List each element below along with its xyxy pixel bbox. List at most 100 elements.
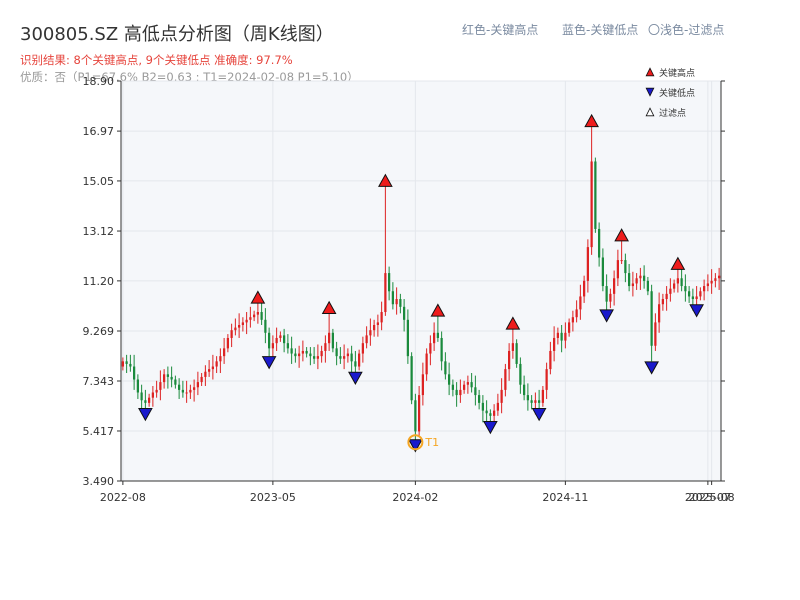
candle-body: [691, 296, 694, 300]
candle-body: [463, 384, 466, 390]
candle-body: [328, 332, 331, 344]
key-low-marker: [348, 371, 363, 385]
candle-body: [605, 286, 608, 302]
candle-body: [286, 343, 289, 349]
key-high-marker: [430, 303, 446, 317]
x-tick-label: 2025-08: [689, 491, 735, 504]
key-high-marker: [584, 113, 599, 128]
candle-body: [511, 343, 514, 351]
candle-body: [579, 296, 582, 310]
candle-body: [215, 361, 218, 367]
key-high-marker: [670, 256, 686, 270]
candle-body: [448, 374, 451, 385]
candle-body: [163, 374, 166, 383]
candle-body: [673, 283, 676, 289]
candle-body: [155, 389, 158, 393]
candle-body: [241, 322, 244, 325]
candle-body: [298, 353, 301, 357]
key-high-marker: [614, 228, 629, 242]
candle-body: [669, 288, 672, 294]
key-high-marker: [321, 300, 337, 315]
x-tick-label: 2024-11: [542, 491, 588, 504]
candle-body: [481, 402, 484, 411]
candle-body: [429, 343, 432, 354]
candle-body: [530, 400, 533, 403]
candle-body: [316, 356, 319, 359]
candle-body: [474, 387, 477, 396]
candle-body: [388, 273, 391, 292]
candle-body: [238, 324, 241, 328]
candle-body: [256, 312, 259, 315]
legend-entry: 关键低点: [659, 87, 695, 99]
candle-body: [620, 260, 623, 262]
candle-body: [395, 299, 398, 305]
candle-body: [624, 260, 627, 274]
x-tick-label: 2025-07: [685, 491, 731, 504]
candle-body: [219, 356, 222, 362]
legend-entry: 关键高点: [659, 67, 695, 79]
candle-body: [459, 389, 462, 396]
candle-body: [650, 291, 653, 346]
candle-body: [170, 376, 173, 380]
candle-body: [586, 247, 589, 281]
candle-body: [260, 312, 263, 320]
y-tick-label: 16.97: [83, 125, 115, 138]
candle-body: [346, 353, 349, 357]
candle-body: [680, 278, 683, 287]
candle-body: [631, 283, 634, 287]
candle-body: [568, 322, 571, 333]
candle-body: [526, 395, 529, 401]
legend-filtered-label: 〇浅色-过滤点: [648, 23, 725, 37]
key-low-marker: [261, 356, 277, 370]
candle-body: [594, 161, 597, 229]
candle-body: [354, 361, 357, 367]
y-tick-label: 3.490: [83, 475, 115, 488]
legend-low-icon: [645, 87, 655, 97]
candle-body: [564, 332, 567, 341]
candle-body: [406, 319, 409, 357]
candle-body: [508, 350, 511, 370]
candle-body: [455, 389, 458, 396]
candle-body: [234, 327, 237, 331]
candle-body: [601, 257, 604, 287]
candle-body: [410, 356, 413, 401]
candle-body: [294, 353, 297, 357]
candle-body: [553, 337, 556, 351]
candle-body: [414, 400, 417, 432]
candle-body: [628, 273, 631, 287]
candle-body: [249, 317, 252, 320]
candle-body: [339, 356, 342, 359]
y-tick-label: 15.05: [83, 175, 115, 188]
axes: 3.490 5.417 7.343 9.269 11.20 13.12 15.05 16.97…: [83, 75, 735, 504]
candle-body: [718, 275, 721, 279]
candle-body: [365, 335, 368, 344]
candle-body: [226, 337, 229, 349]
candle-body: [136, 379, 139, 393]
candle-body: [500, 389, 503, 403]
candle-body: [358, 353, 361, 367]
candles: [121, 125, 721, 441]
candle-body: [575, 309, 578, 318]
candle-body: [646, 280, 649, 292]
candle-body: [283, 335, 286, 344]
candle-body: [436, 332, 439, 338]
candle-body: [181, 389, 184, 393]
result-summary: 识别结果: 8个关键高点, 9个关键低点 准确度: 97.7%: [20, 53, 293, 67]
candle-body: [496, 402, 499, 411]
t1-circle: [407, 434, 424, 451]
candle-body: [174, 379, 177, 385]
candle-body: [313, 356, 316, 359]
t1-label: T1: [424, 436, 439, 449]
candle-body: [166, 374, 169, 377]
candle-body: [684, 286, 687, 292]
candle-body: [178, 384, 181, 390]
key-high-marker: [505, 316, 521, 330]
legend-blue-label: 蓝色-关键低点: [562, 23, 639, 37]
key-low-marker: [483, 421, 498, 435]
candle-body: [545, 369, 548, 390]
legend-filtered-icon: [645, 107, 655, 117]
candle-body: [489, 413, 492, 416]
key-high-marker: [250, 290, 266, 304]
candle-body: [290, 348, 293, 354]
